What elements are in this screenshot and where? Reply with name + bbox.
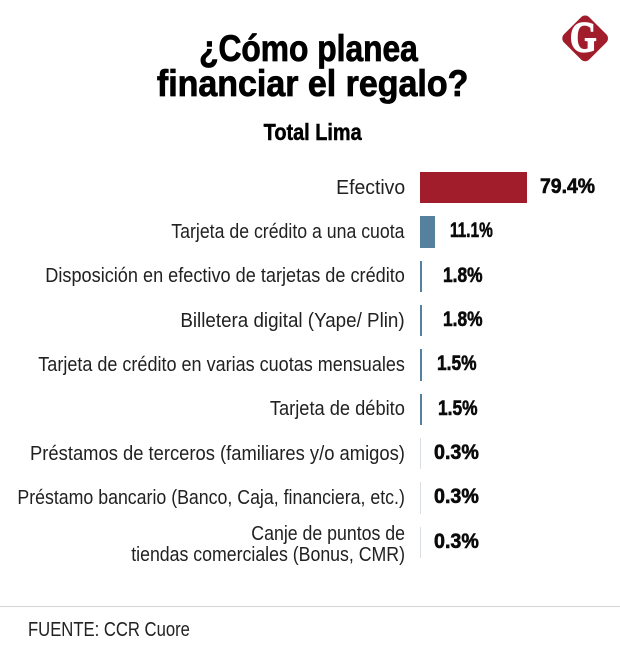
svg-text:G: G — [570, 14, 597, 61]
